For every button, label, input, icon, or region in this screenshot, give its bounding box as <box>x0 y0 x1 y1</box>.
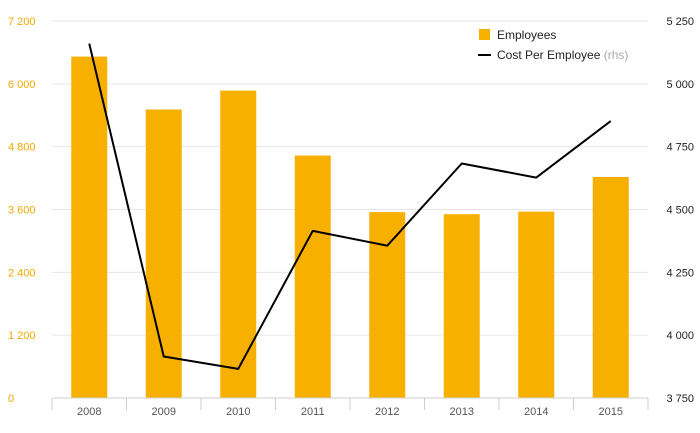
y-left-tick-label: 4 800 <box>8 142 36 154</box>
legend: Employees Cost Per Employee (rhs) <box>478 28 628 62</box>
y-right-tick-label: 4 500 <box>666 205 694 217</box>
y-right-tick-label: 5 000 <box>666 79 694 91</box>
y-left-tick-label: 1 200 <box>8 330 36 342</box>
y-right-tick-label: 4 250 <box>666 267 694 279</box>
employees-bar <box>592 177 629 398</box>
x-tick-label: 2009 <box>152 406 176 418</box>
employees-bar <box>443 214 480 398</box>
axes: 0 1 200 2 400 3 600 4 800 6 000 7 200 3 750 4 00… <box>8 16 694 418</box>
employees-bar <box>518 211 555 398</box>
cost-per-employee-line <box>88 43 612 370</box>
cost-per-employee-line-group <box>88 43 612 370</box>
legend-label-employees: Employees <box>497 28 556 42</box>
legend-rhs-note: (rhs) <box>604 48 629 62</box>
legend-label-cost-per-employee: Cost Per Employee (rhs) <box>497 48 628 62</box>
y-left-tick-label: 6 000 <box>8 79 36 91</box>
x-tick-label: 2011 <box>301 406 325 418</box>
gridlines <box>52 20 648 336</box>
y-right-tick-label: 4 000 <box>666 330 694 342</box>
employees-bar <box>220 90 257 399</box>
y-left-tick-label: 0 <box>8 393 14 405</box>
employees-bar <box>71 56 108 398</box>
employees-bar <box>369 212 406 398</box>
employees-bars <box>71 56 629 399</box>
y-left-tick-label: 2 400 <box>8 267 36 279</box>
x-tick-label: 2008 <box>77 406 101 418</box>
y-left-tick-label: 3 600 <box>8 205 36 217</box>
y-left-tick-label: 7 200 <box>8 16 36 28</box>
employees-bar <box>145 109 182 398</box>
employees-bar <box>294 155 331 398</box>
x-tick-label: 2015 <box>599 406 623 418</box>
legend-series-name: Cost Per Employee <box>497 48 601 62</box>
x-tick-label: 2012 <box>375 406 399 418</box>
y-right-tick-label: 3 750 <box>666 393 694 405</box>
x-tick-label: 2010 <box>226 406 250 418</box>
x-tick-label: 2014 <box>524 406 548 418</box>
x-tick-label: 2013 <box>450 406 474 418</box>
y-right-tick-label: 5 250 <box>666 16 694 28</box>
y-right-tick-label: 4 750 <box>666 142 694 154</box>
legend-swatch-employees <box>479 29 490 40</box>
